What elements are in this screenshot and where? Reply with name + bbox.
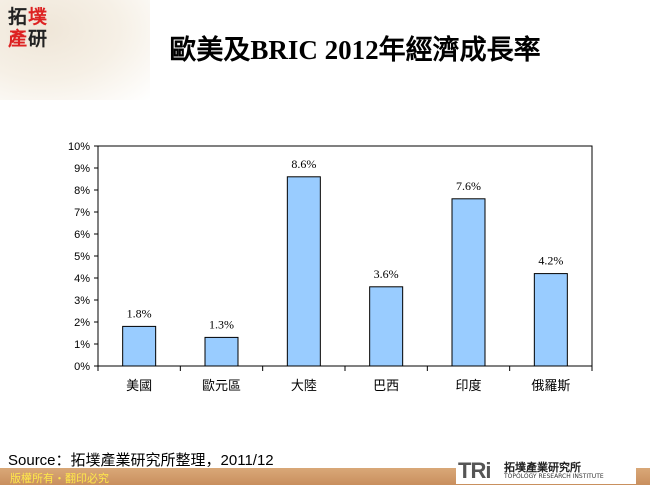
plot-area (97, 145, 593, 367)
bar (286, 176, 321, 367)
bar (451, 198, 486, 367)
tri-brand-cn: 拓墣產業研究所 (504, 461, 581, 474)
copyright: 版權所有・翻印必究 (10, 472, 109, 485)
chart-title: 歐美及BRIC 2012年經濟成長率 (169, 35, 541, 65)
y-tick-label: 6% (74, 229, 90, 241)
x-tick-label: 印度 (455, 378, 481, 394)
logo-char: 拓 (8, 6, 28, 28)
data-label: 1.3% (209, 317, 234, 331)
x-tick-label: 美國 (126, 379, 152, 394)
logo-char: 墣 (28, 6, 48, 28)
y-tick-label: 9% (74, 163, 90, 175)
bar (369, 286, 404, 367)
data-label: 4.2% (538, 254, 563, 268)
background-map (0, 0, 150, 100)
logo-char: 研 (28, 28, 48, 50)
bar (533, 273, 568, 367)
x-tick-label: 大陸 (291, 378, 317, 394)
y-tick-label: 5% (74, 251, 90, 263)
logo: 拓 墣 產 研 (8, 6, 50, 52)
logo-char: 產 (8, 28, 28, 50)
y-tick-label: 7% (74, 207, 90, 219)
y-tick-label: 3% (74, 295, 90, 307)
x-tick-label: 歐元區 (202, 379, 241, 394)
y-tick-label: 2% (74, 317, 90, 329)
data-label: 1.8% (127, 306, 152, 320)
y-tick-label: 1% (74, 339, 90, 351)
tri-brand-sub: TOPOLOGY RESEARCH INSTITUTE (504, 473, 604, 480)
y-tick-label: 0% (74, 361, 90, 373)
x-tick-label: 俄羅斯 (531, 379, 570, 394)
data-label: 3.6% (374, 267, 399, 281)
data-label: 8.6% (291, 157, 316, 171)
source-note: Source：拓墣產業研究所整理，2011/12 (8, 452, 274, 469)
y-tick-label: 8% (74, 185, 90, 197)
x-tick-label: 巴西 (373, 379, 399, 394)
bar (204, 336, 239, 367)
tri-brand: TRi (458, 458, 491, 483)
bar (122, 325, 157, 367)
tri-logo: TRi 拓墣產業研究所 TOPOLOGY RESEARCH INSTITUTE (456, 458, 636, 484)
y-tick-label: 4% (74, 273, 90, 285)
data-label: 7.6% (456, 179, 481, 193)
y-tick-label: 10% (68, 141, 90, 153)
